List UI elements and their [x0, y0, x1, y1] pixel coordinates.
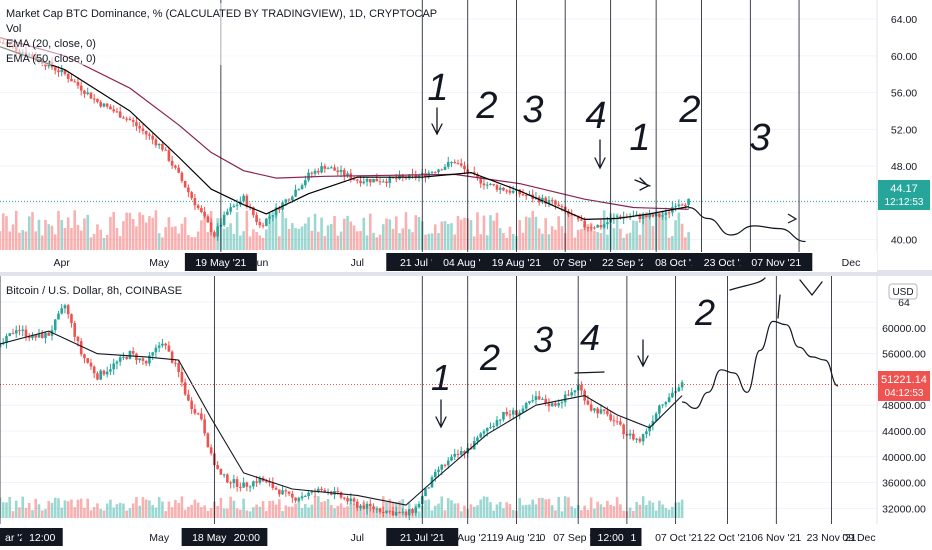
pane-separator[interactable] [0, 270, 932, 276]
ema50-line [0, 37, 689, 210]
handwritten-number[interactable]: 4 [580, 317, 600, 358]
time-tick-label: Apr [54, 257, 71, 269]
moving-average-line [0, 330, 683, 506]
hand-drawn-arrow[interactable] [594, 139, 606, 170]
price-tick-label: 64 [898, 297, 910, 309]
bottom-volume-bars [0, 496, 684, 518]
handwritten-number[interactable]: 3 [749, 117, 770, 159]
handwritten-number[interactable]: 1 [431, 357, 451, 398]
price-tick-label: 44000.00 [882, 426, 926, 438]
time-tick-label: 21 Jul '21 [400, 532, 445, 544]
hand-drawn-arrow[interactable] [637, 339, 649, 368]
time-tick-label: May [149, 532, 170, 544]
bottom-grid [0, 301, 877, 509]
time-tick-label: 1 [630, 532, 636, 544]
price-tick-label: 40.00 [891, 235, 917, 247]
hand-drawn-arrow[interactable] [634, 177, 651, 191]
time-tick-label: Jun [251, 257, 268, 269]
bottom-legend: Bitcoin / U.S. Dollar, 8h, COINBASE [6, 285, 182, 297]
handwritten-number[interactable]: 3 [522, 89, 543, 131]
hand-drawn-arrow[interactable] [431, 107, 443, 136]
price-tick-label: 48.00 [891, 161, 917, 173]
time-tick-label: 08 Oct '21 [655, 257, 703, 269]
ema20-line [0, 46, 689, 220]
top-legend: Market Cap BTC Dominance, % (CALCULATED … [0, 3, 437, 65]
top-pane-title[interactable]: Market Cap BTC Dominance, % (CALCULATED … [6, 8, 437, 20]
top-ema-lines [0, 37, 877, 220]
top-last-price: 44.17 [890, 183, 918, 195]
bottom-countdown: 04:12:53 [885, 388, 924, 399]
hand-drawn-arrow[interactable] [729, 277, 766, 291]
hand-drawn-arrow[interactable] [574, 371, 605, 374]
time-tick-label: 07 Nov '21 [751, 257, 801, 269]
time-tick-label: Jul [351, 532, 364, 544]
time-tick-label: 22 Oct '21 [704, 532, 752, 544]
top-price-axis[interactable] [877, 0, 932, 270]
bottom-price-axis-ticks: 64 60000.00 56000.00 48000.00 44000.00 40000.… [882, 297, 926, 515]
price-tick-label: 64.00 [891, 14, 917, 26]
price-tick-label: 48000.00 [882, 400, 926, 412]
time-tick-label: 04 Aug '21 [443, 257, 492, 269]
time-tick-label: 12:00 [598, 532, 624, 544]
handwritten-number[interactable]: 2 [678, 89, 700, 131]
indicator-ema20[interactable]: EMA (20, close, 0) [6, 38, 96, 50]
hand-drawn-arrow[interactable] [777, 294, 781, 319]
bottom-moving-average [0, 330, 877, 506]
bottom-candles [0, 303, 684, 521]
price-tick-label: 60000.00 [882, 323, 926, 335]
hand-drawn-arrow[interactable] [799, 279, 823, 297]
time-tick-label: 07 Oct '21 [655, 532, 703, 544]
price-tick-label: 52.00 [891, 124, 917, 136]
time-tick-label: Dec [842, 257, 861, 269]
handwritten-number[interactable]: 4 [585, 95, 606, 137]
time-tick-label: 23 Nov '21 [807, 532, 857, 544]
bottom-pane-title[interactable]: Bitcoin / U.S. Dollar, 8h, COINBASE [6, 285, 182, 297]
time-tick-label: 04 Aug '21 [443, 532, 492, 544]
time-tick-label: 19 May '21 [195, 257, 246, 269]
handwritten-number[interactable]: 2 [479, 337, 500, 378]
time-tick-label: 06 Nov '21 [751, 532, 801, 544]
price-tick-label: 40000.00 [882, 452, 926, 464]
time-tick-label: May [149, 257, 170, 269]
bottom-price-label: 51221.14 04:12:53 [878, 371, 930, 401]
currency-badge[interactable]: USD [888, 283, 918, 300]
time-tick-label: 22 Sep '21 [602, 257, 652, 269]
price-tick-label: 60.00 [891, 51, 917, 63]
price-tick-label: 56000.00 [882, 349, 926, 361]
time-tick-label: 0 [540, 532, 546, 544]
top-volume-bars [0, 210, 690, 250]
price-tick-label: 32000.00 [882, 503, 926, 515]
handwritten-number[interactable]: 2 [694, 292, 715, 333]
handwritten-number[interactable]: 3 [533, 319, 553, 360]
time-tick-label: 23 Oct '21 [704, 257, 752, 269]
projection-drawings [682, 206, 839, 410]
price-tick-label: 36000.00 [882, 478, 926, 490]
handwritten-number[interactable]: 1 [427, 67, 448, 109]
projection-arrow-head [787, 213, 798, 224]
hand-drawn-arrow[interactable] [435, 399, 447, 429]
time-tick-label: 12:00 [29, 532, 55, 544]
top-projection-curve[interactable] [688, 206, 806, 243]
indicator-vol[interactable]: Vol [6, 23, 21, 35]
time-tick-label: 09 Dec [842, 532, 875, 544]
time-tick-label: 20:00 [234, 532, 260, 544]
time-tick-label: 19 Aug '21 [492, 257, 541, 269]
time-tick-label: 07 Sep '21 [553, 257, 603, 269]
top-price-label: 44.17 12:12:53 [878, 180, 930, 210]
svg-text:USD: USD [892, 287, 913, 298]
top-candles [0, 39, 690, 241]
indicator-ema50[interactable]: EMA (50, close, 0) [6, 53, 96, 65]
bottom-projection-curve[interactable] [682, 320, 839, 410]
price-tick-label: 56.00 [891, 88, 917, 100]
handwritten-number[interactable]: 1 [629, 117, 650, 159]
top-countdown: 12:12:53 [885, 197, 924, 208]
bottom-last-price: 51221.14 [881, 374, 927, 386]
time-tick-label: Jul [351, 257, 364, 269]
handwritten-number[interactable]: 2 [475, 85, 497, 127]
time-tick-label: 19 Aug '21 [492, 532, 541, 544]
